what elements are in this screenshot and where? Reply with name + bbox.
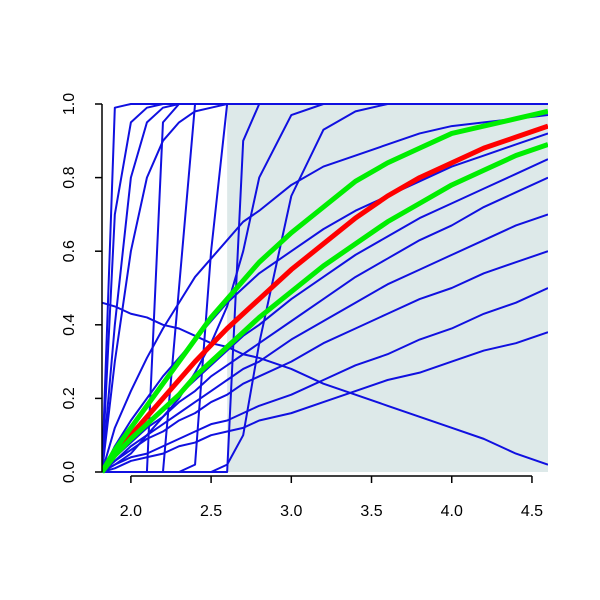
y-tick-label: 0.2	[61, 387, 78, 409]
series-line	[102, 142, 548, 474]
series-line	[102, 132, 548, 473]
y-tick-label: 0.8	[61, 166, 78, 188]
series-line	[102, 176, 548, 473]
axes: 0.0 0.2 0.4 0.6 0.8 1.0 2.0 2.5 3.0 3.5 4.0 4.5	[61, 93, 543, 520]
y-tick-label: 0.0	[61, 461, 78, 483]
series-line	[102, 331, 548, 473]
series-line	[102, 287, 548, 473]
y-tick-label: 0.4	[61, 314, 78, 336]
y-tick-label: 0.6	[61, 240, 78, 262]
series-line	[102, 301, 548, 466]
series-line	[102, 103, 548, 473]
y-tick-label: 1.0	[61, 93, 78, 115]
plot-area	[102, 103, 548, 474]
series-line	[102, 123, 548, 474]
series-line	[102, 108, 548, 474]
series-line	[102, 250, 548, 473]
series-line	[102, 213, 548, 473]
x-tick-label: 3.5	[360, 503, 382, 520]
x-tick-label: 2.5	[200, 503, 222, 520]
series-line	[102, 114, 548, 473]
x-tick-label: 4.5	[521, 503, 543, 520]
x-tick-label: 2.0	[120, 503, 142, 520]
x-tick-label: 3.0	[280, 503, 302, 520]
x-tick-label: 4.0	[441, 503, 463, 520]
